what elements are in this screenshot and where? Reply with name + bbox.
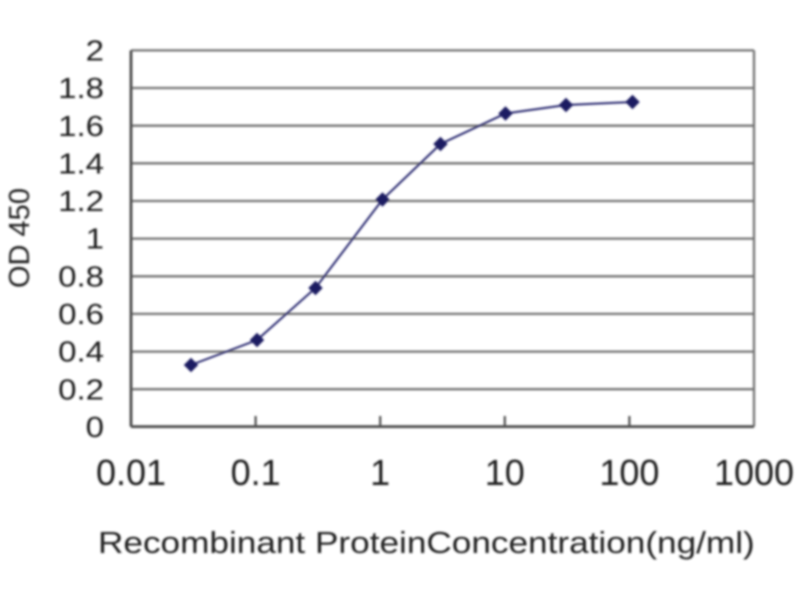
svg-text:1000: 1000: [714, 452, 794, 493]
svg-text:0.4: 0.4: [58, 336, 104, 369]
svg-text:Recombinant ProteinConcentrati: Recombinant ProteinConcentration(ng/ml): [98, 526, 755, 561]
svg-text:0.01: 0.01: [96, 452, 166, 493]
svg-text:0: 0: [86, 411, 104, 444]
svg-text:2: 2: [86, 34, 104, 67]
svg-text:1.6: 1.6: [58, 110, 104, 143]
svg-text:100: 100: [599, 452, 659, 493]
svg-text:1: 1: [370, 452, 390, 493]
svg-text:0.6: 0.6: [58, 298, 104, 331]
svg-text:1.4: 1.4: [58, 147, 104, 180]
svg-text:0.8: 0.8: [58, 260, 104, 293]
svg-text:0.2: 0.2: [58, 373, 104, 406]
svg-text:10: 10: [485, 452, 525, 493]
svg-text:1.8: 1.8: [58, 72, 104, 105]
svg-text:OD 450: OD 450: [4, 188, 36, 288]
svg-text:1: 1: [86, 223, 104, 256]
svg-text:1.2: 1.2: [58, 185, 104, 218]
svg-text:0.1: 0.1: [231, 452, 281, 493]
